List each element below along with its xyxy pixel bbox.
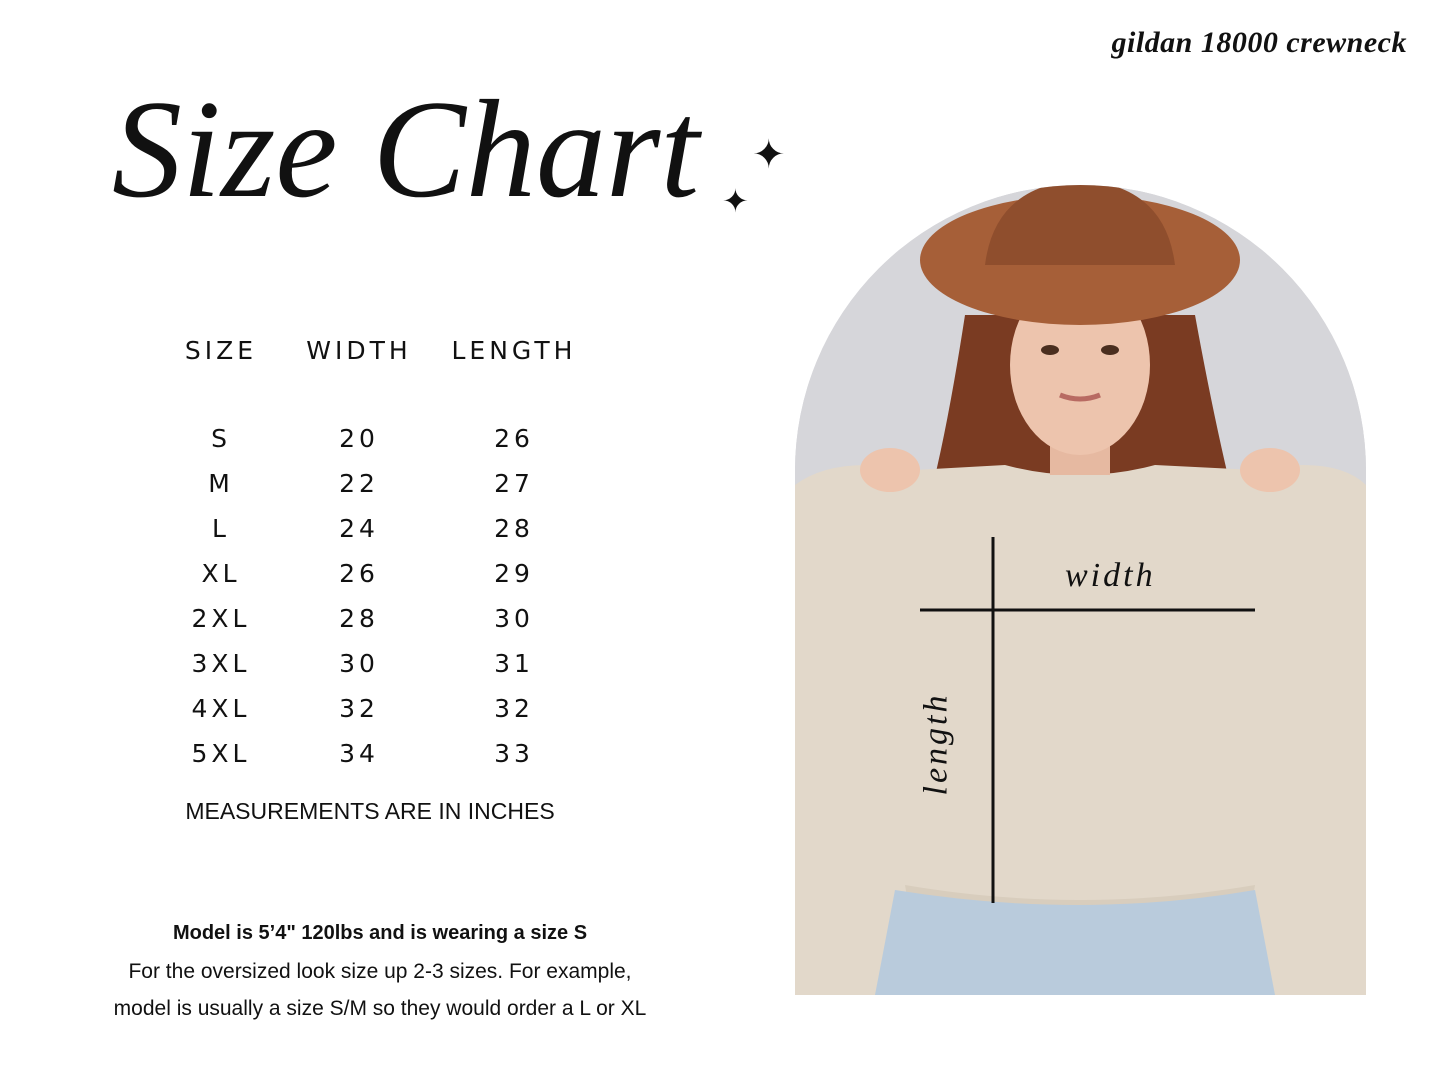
brand-label: gildan 18000 crewneck — [1111, 26, 1407, 59]
fit-note: For the oversized look size up 2-3 sizes… — [128, 960, 632, 983]
cell-length: 33 — [494, 739, 534, 768]
cell-width: 24 — [339, 514, 379, 543]
model-illustration — [795, 185, 1366, 995]
length-label: length — [917, 692, 955, 796]
cell-width: 34 — [339, 739, 379, 768]
cell-size: 2XL — [191, 604, 251, 633]
page-title: Size Chart — [112, 72, 700, 227]
fit-note: model is usually a size S/M so they woul… — [113, 997, 647, 1020]
cell-length: 26 — [494, 424, 534, 453]
sparkle-icon: ✦ — [752, 133, 786, 177]
cell-size: L — [212, 514, 230, 543]
cell-length: 29 — [494, 559, 534, 588]
cell-length: 32 — [494, 694, 534, 723]
sparkle-icon: ✦ — [722, 183, 749, 219]
cell-width: 20 — [339, 424, 379, 453]
cell-length: 28 — [494, 514, 534, 543]
cell-width: 30 — [339, 649, 379, 678]
header-width: WIDTH — [306, 336, 412, 365]
cell-width: 32 — [339, 694, 379, 723]
cell-size: 4XL — [191, 694, 251, 723]
header-length: LENGTH — [451, 336, 577, 365]
cell-size: XL — [201, 559, 241, 588]
cell-size: M — [208, 469, 234, 498]
cell-length: 31 — [494, 649, 534, 678]
cell-size: 3XL — [191, 649, 251, 678]
header-size: SIZE — [184, 336, 258, 365]
unit-note: MEASUREMENTS ARE IN INCHES — [185, 798, 555, 824]
cell-length: 30 — [494, 604, 534, 633]
model-photo: width length — [795, 185, 1366, 995]
cell-width: 26 — [339, 559, 379, 588]
cell-size: S — [211, 424, 231, 453]
width-label: width — [1065, 557, 1156, 594]
cell-length: 27 — [494, 469, 534, 498]
cell-width: 28 — [339, 604, 379, 633]
cell-size: 5XL — [191, 739, 251, 768]
model-info: Model is 5’4" 120lbs and is wearing a si… — [172, 922, 588, 944]
cell-width: 22 — [339, 469, 379, 498]
